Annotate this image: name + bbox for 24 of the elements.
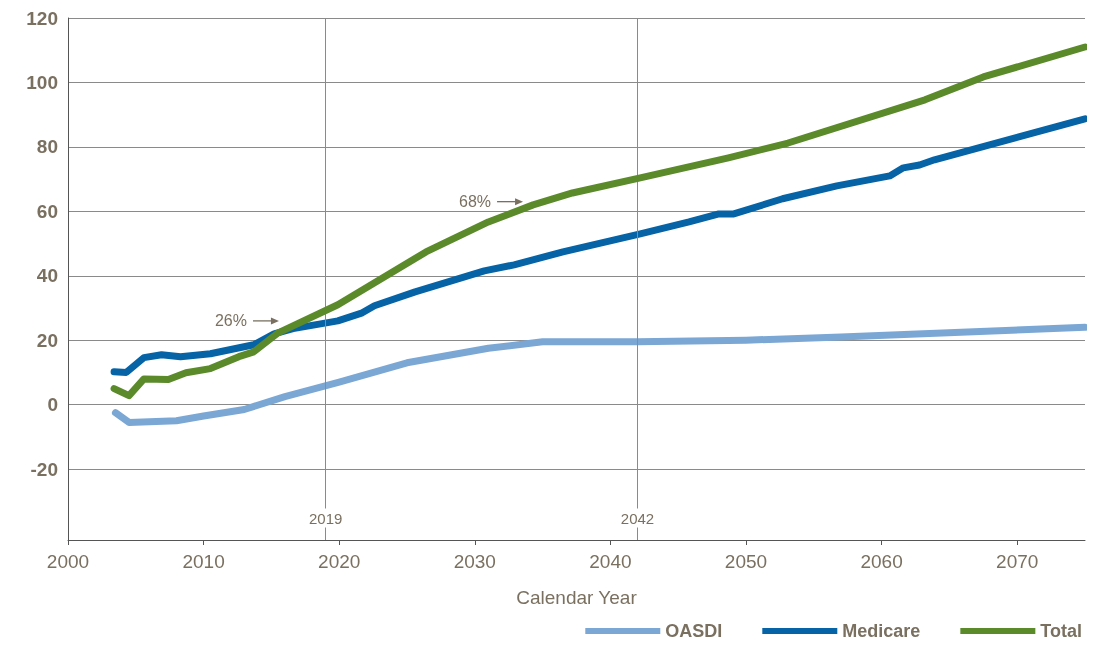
legend-label: Total	[1040, 621, 1083, 641]
ref-line-label: 2019	[308, 509, 343, 527]
y-tick-label: 0	[47, 394, 58, 416]
annotation: 26%	[214, 312, 247, 330]
x-tick-label: 2070	[996, 551, 1039, 572]
y-tick-label: 120	[26, 7, 58, 29]
y-tick-label: 40	[36, 265, 58, 287]
x-axis-title: Calendar Year	[516, 587, 638, 608]
x-tick-label: 2060	[860, 551, 903, 572]
y-tick-label: 20	[36, 329, 58, 351]
x-tick-label: 2020	[318, 551, 361, 572]
legend-label: OASDI	[665, 621, 723, 641]
x-tick-label: 2050	[724, 551, 768, 572]
annotation: 68%	[459, 193, 492, 211]
x-tick-label: 2010	[182, 551, 225, 572]
x-tick-label: 2000	[46, 551, 90, 572]
y-tick-label: 100	[26, 71, 58, 93]
x-tick-label: 2030	[453, 551, 496, 572]
y-tick-label: 60	[36, 200, 58, 222]
x-tick-label: 2040	[589, 551, 632, 572]
legend-label: Medicare	[842, 621, 921, 641]
y-tick-label: 80	[36, 136, 58, 158]
y-tick-label: -20	[30, 458, 58, 480]
ref-line-label: 2042	[620, 509, 655, 527]
